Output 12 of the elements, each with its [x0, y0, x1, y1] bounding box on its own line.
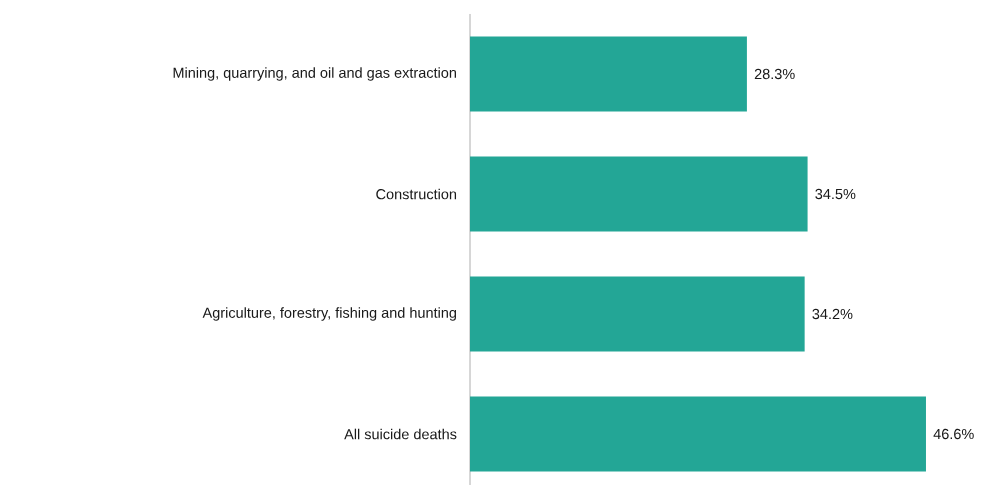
data-label: 46.6% — [933, 428, 974, 439]
bar — [470, 276, 805, 352]
y-tick-label: Agriculture, forestry, fishing and hunting — [202, 307, 456, 321]
data-label: 28.3% — [754, 68, 795, 79]
y-tick-label: Construction — [376, 188, 457, 200]
y-tick-label: Mining, quarrying, and oil and gas extraction — [173, 67, 456, 81]
bar — [470, 156, 808, 232]
y-tick-label: All suicide deaths — [344, 428, 457, 440]
data-label: 34.5% — [815, 188, 856, 199]
data-label: 34.2% — [812, 308, 853, 319]
bar — [470, 36, 747, 112]
bar — [470, 396, 926, 472]
